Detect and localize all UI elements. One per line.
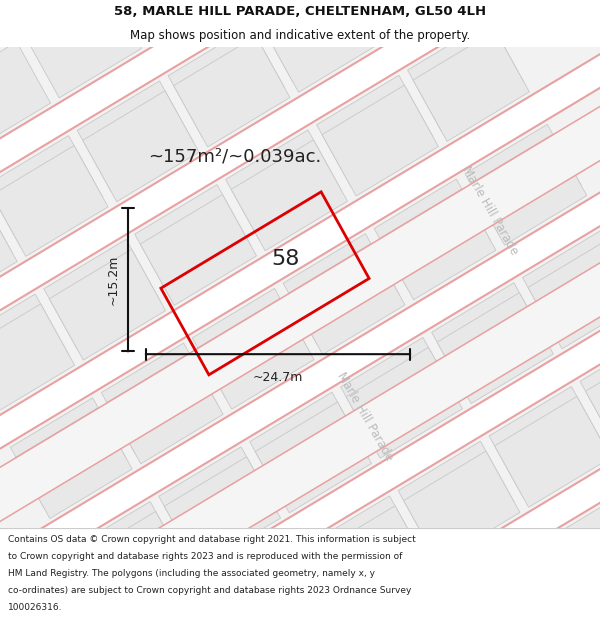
Polygon shape — [0, 0, 600, 586]
Polygon shape — [356, 0, 472, 38]
Polygon shape — [0, 92, 600, 625]
Polygon shape — [131, 615, 247, 625]
Polygon shape — [586, 342, 600, 452]
Polygon shape — [0, 0, 600, 586]
Polygon shape — [164, 457, 281, 568]
Polygon shape — [0, 142, 600, 625]
Polygon shape — [140, 194, 257, 306]
Polygon shape — [580, 332, 600, 442]
Polygon shape — [0, 142, 600, 625]
Polygon shape — [231, 140, 347, 251]
Polygon shape — [313, 506, 429, 617]
Polygon shape — [116, 0, 232, 43]
Polygon shape — [135, 184, 251, 296]
Text: HM Land Registry. The polygons (including the associated geometry, namely x, y: HM Land Registry. The polygons (includin… — [8, 569, 375, 578]
Polygon shape — [0, 200, 17, 311]
Polygon shape — [0, 0, 600, 379]
Polygon shape — [101, 343, 218, 454]
Polygon shape — [0, 0, 600, 354]
Text: 58: 58 — [272, 249, 300, 269]
Polygon shape — [0, 0, 600, 458]
Polygon shape — [0, 0, 600, 561]
Text: Contains OS data © Crown copyright and database right 2021. This information is : Contains OS data © Crown copyright and d… — [8, 535, 416, 544]
Polygon shape — [77, 81, 194, 192]
Polygon shape — [222, 561, 338, 625]
Text: ~15.2m: ~15.2m — [107, 254, 120, 305]
Text: 58, MARLE HILL PARADE, CHELTENHAM, GL50 4LH: 58, MARLE HILL PARADE, CHELTENHAM, GL50 … — [114, 5, 486, 18]
Text: co-ordinates) are subject to Crown copyright and database rights 2023 Ordnance S: co-ordinates) are subject to Crown copyr… — [8, 586, 411, 595]
Polygon shape — [0, 246, 600, 625]
Polygon shape — [0, 0, 600, 482]
Text: to Crown copyright and database rights 2023 and is reproduced with the permissio: to Crown copyright and database rights 2… — [8, 552, 402, 561]
Polygon shape — [380, 189, 496, 300]
Polygon shape — [398, 441, 514, 552]
Polygon shape — [265, 0, 381, 92]
Polygon shape — [68, 501, 184, 612]
Polygon shape — [494, 396, 600, 508]
Polygon shape — [528, 238, 600, 349]
Polygon shape — [217, 551, 332, 625]
Polygon shape — [346, 348, 463, 458]
Polygon shape — [317, 75, 433, 186]
Polygon shape — [0, 132, 600, 625]
Polygon shape — [465, 124, 581, 235]
Polygon shape — [470, 134, 587, 245]
Polygon shape — [173, 36, 290, 147]
Polygon shape — [0, 42, 50, 152]
Polygon shape — [431, 282, 548, 394]
Polygon shape — [0, 294, 69, 405]
Polygon shape — [0, 246, 600, 625]
Polygon shape — [0, 47, 600, 528]
Polygon shape — [489, 386, 600, 498]
Polygon shape — [16, 408, 132, 519]
Polygon shape — [192, 288, 308, 399]
Polygon shape — [547, 490, 600, 601]
Polygon shape — [322, 85, 439, 196]
Polygon shape — [0, 304, 74, 415]
Polygon shape — [341, 338, 457, 448]
Polygon shape — [168, 26, 284, 137]
Polygon shape — [49, 249, 166, 360]
Polygon shape — [83, 91, 199, 202]
Polygon shape — [259, 0, 376, 82]
Polygon shape — [25, 0, 142, 98]
Text: Marle Hill Parade: Marle Hill Parade — [334, 370, 395, 463]
Polygon shape — [226, 130, 342, 241]
Polygon shape — [289, 244, 405, 354]
Polygon shape — [107, 353, 223, 464]
Polygon shape — [250, 392, 366, 503]
Polygon shape — [0, 39, 600, 625]
Polygon shape — [44, 239, 160, 350]
Text: ~24.7m: ~24.7m — [253, 371, 303, 384]
Polygon shape — [283, 234, 400, 344]
Polygon shape — [365, 599, 481, 625]
Polygon shape — [0, 38, 600, 625]
Text: Marle Hill Parade: Marle Hill Parade — [460, 164, 521, 257]
Polygon shape — [0, 136, 103, 246]
Polygon shape — [0, 146, 108, 256]
Polygon shape — [350, 0, 466, 28]
Polygon shape — [0, 0, 600, 600]
Polygon shape — [0, 91, 600, 625]
Polygon shape — [0, 63, 600, 625]
Polygon shape — [0, 0, 600, 378]
Polygon shape — [198, 298, 314, 409]
Polygon shape — [307, 496, 424, 607]
Polygon shape — [73, 511, 190, 622]
Polygon shape — [159, 447, 275, 558]
Polygon shape — [0, 0, 600, 482]
Polygon shape — [0, 271, 600, 625]
Polygon shape — [404, 451, 520, 562]
Text: 100026316.: 100026316. — [8, 602, 62, 612]
Polygon shape — [413, 31, 529, 141]
Polygon shape — [125, 605, 242, 625]
Polygon shape — [407, 21, 524, 131]
Polygon shape — [0, 167, 600, 625]
Polygon shape — [10, 398, 127, 509]
Text: Map shows position and indicative extent of the property.: Map shows position and indicative extent… — [130, 29, 470, 42]
Polygon shape — [437, 292, 553, 404]
Polygon shape — [0, 190, 11, 301]
Polygon shape — [0, 14, 600, 625]
Polygon shape — [523, 228, 600, 339]
